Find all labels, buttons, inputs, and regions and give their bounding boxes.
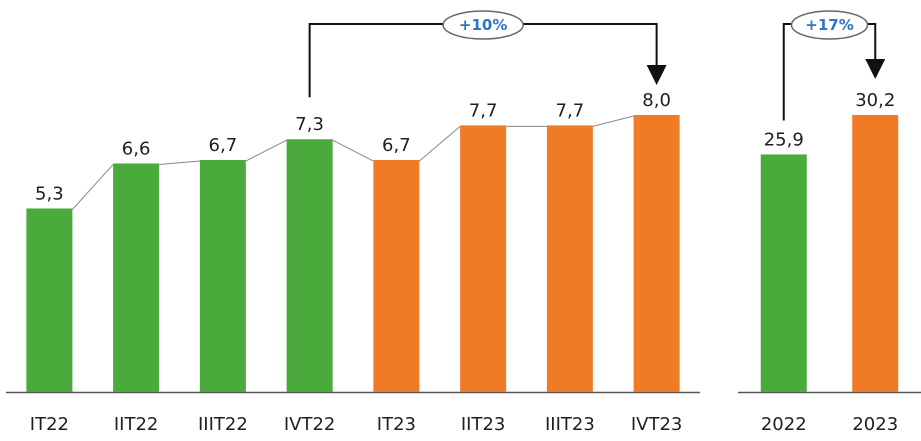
data-label-iit22: 6,6 <box>122 138 151 159</box>
bar-2022 <box>760 154 807 392</box>
connector-segment <box>419 126 461 162</box>
bar-iit23 <box>460 125 507 392</box>
tick-label-it22: IT22 <box>30 414 69 435</box>
tick-label-it23: IT23 <box>377 414 416 435</box>
tick-label-2023: 2023 <box>852 414 898 435</box>
tick-label-iit23: IIT23 <box>461 414 506 435</box>
connector-segment <box>332 139 374 162</box>
bar-iit22 <box>113 163 160 392</box>
tick-label-ivt23: IVT23 <box>631 414 683 435</box>
connector-segment <box>159 160 200 165</box>
tick-label-iiit23: IIIT23 <box>545 414 595 435</box>
chart-2: 25,9 2022 30,2 2023 +17% <box>738 10 921 435</box>
bar-it23 <box>373 160 420 392</box>
data-label-it23: 6,7 <box>382 135 411 156</box>
growth-ellipse <box>442 10 524 40</box>
tick-label-iiit22: IIIT22 <box>198 414 248 435</box>
data-label-iit23: 7,7 <box>469 100 498 121</box>
growth-label: +17% <box>805 16 853 34</box>
bar-ivt23 <box>633 115 680 392</box>
bar-it22 <box>26 208 73 392</box>
bar-ivt22 <box>286 139 333 392</box>
connector-segment <box>72 164 114 210</box>
data-label-ivt23: 8,0 <box>642 90 671 111</box>
chart-1: 5,3 IT22 6,6 IIT22 6,7 IIIT22 7,3 IVT22 6,7 IT23 7… <box>6 10 700 435</box>
data-label-iiit22: 6,7 <box>209 135 238 156</box>
data-label-it22: 5,3 <box>35 183 64 204</box>
connector-segment <box>245 139 287 162</box>
growth-ellipse <box>790 10 869 40</box>
connector-segment <box>592 115 634 127</box>
tick-label-ivt22: IVT22 <box>284 414 336 435</box>
data-label-2022: 25,9 <box>764 129 804 150</box>
data-label-iiit23: 7,7 <box>556 100 585 121</box>
tick-label-2022: 2022 <box>761 414 807 435</box>
growth-label: +10% <box>459 16 507 34</box>
bar-iiit23 <box>546 125 593 392</box>
tick-label-iit22: IIT22 <box>114 414 159 435</box>
data-label-2023: 30,2 <box>855 90 895 111</box>
data-label-ivt22: 7,3 <box>295 114 324 135</box>
bar-iiit22 <box>199 160 246 392</box>
bar-2023 <box>852 115 899 392</box>
